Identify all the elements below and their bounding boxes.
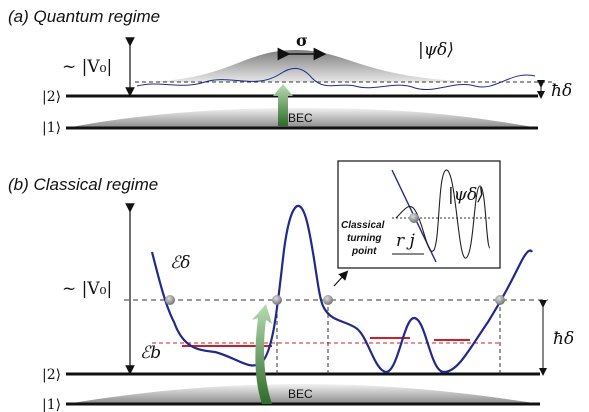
panel-b-turning-point-2 [272, 295, 282, 305]
panel-b-state1-label: |1⟩ [42, 397, 61, 412]
inset-turning-label-1: Classical [341, 220, 385, 231]
panel-b-e-delta-label: ℰδ [170, 253, 191, 273]
panel-b-bec-cloud [66, 384, 540, 404]
panel-a-bec-cloud [66, 108, 538, 128]
panel-b: (b) Classical regime ~ |V₀| ℰδ ℰb [8, 160, 574, 412]
panel-b-turning-point-1 [165, 295, 175, 305]
panel-b-turning-point-4 [495, 295, 505, 305]
panel-b-transition-arrow [252, 304, 272, 404]
panel-a-v0-label: ~ |V₀| [62, 57, 112, 77]
panel-a-sigma-label: σ [296, 31, 308, 50]
inset-psi-label: |ψδ⟩ [448, 185, 484, 205]
inset-turning-label-3: point [351, 246, 377, 257]
panel-b-title: (b) Classical regime [8, 175, 158, 194]
panel-b-bec-label: BEC [288, 387, 313, 401]
panel-b-potential-curve [150, 204, 533, 374]
panel-a-title: (a) Quantum regime [8, 7, 160, 26]
panel-b-v0-label: ~ |V₀| [62, 279, 112, 299]
panel-b-hbar-label: ħδ [553, 329, 574, 349]
panel-a-bec-label: BEC [288, 111, 313, 125]
panel-a-transition-arrow [273, 84, 293, 126]
panel-a: (a) Quantum regime ~ |V₀| σ |ψδ⟩ ħδ |2⟩ … [8, 7, 572, 136]
panel-b-turning-point-3 [323, 295, 333, 305]
panel-a-state1-label: |1⟩ [42, 120, 61, 136]
panel-a-hbar-label: ħδ [551, 81, 572, 101]
panel-b-inset-pointer [333, 270, 349, 287]
panel-a-potential-hump [135, 50, 500, 82]
panel-a-wavefunction [136, 68, 536, 90]
inset-turning-point [409, 213, 419, 223]
panel-b-inset: |ψδ⟩ Classical turning point r j [337, 160, 501, 269]
inset-turning-label-2: turning [347, 233, 381, 244]
panel-b-e-b-label: ℰb [140, 343, 161, 363]
panel-a-psi-label: |ψδ⟩ [418, 40, 454, 60]
inset-frame [337, 160, 501, 269]
inset-rj-label: r j [396, 231, 416, 251]
panel-b-state2-label: |2⟩ [42, 367, 61, 383]
panel-a-state2-label: |2⟩ [42, 89, 61, 105]
